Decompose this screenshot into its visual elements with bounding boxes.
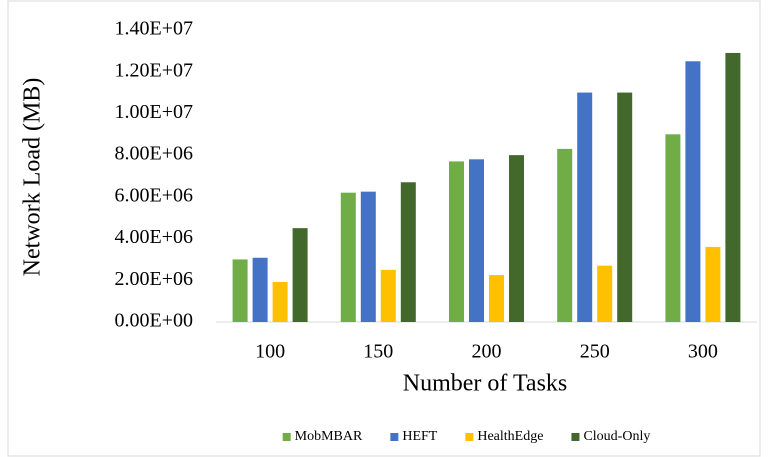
legend-swatch xyxy=(282,433,291,441)
y-tick-label: 1.00E+07 xyxy=(115,101,194,123)
bar xyxy=(577,92,593,322)
y-tick-label: 8.00E+06 xyxy=(115,143,194,165)
bar xyxy=(705,246,721,322)
legend-swatch xyxy=(571,433,580,441)
y-tick-label: 4.00E+06 xyxy=(115,226,194,248)
legend-label: HealthEdge xyxy=(477,429,543,444)
x-tick-label: 150 xyxy=(363,341,393,363)
bar xyxy=(469,159,484,322)
bar xyxy=(340,192,356,322)
legend-swatch xyxy=(465,433,474,441)
legend-label: HEFT xyxy=(402,429,437,444)
bar xyxy=(360,191,376,322)
y-tick-label: 2.00E+06 xyxy=(115,268,194,290)
bar xyxy=(597,265,613,322)
legend-swatch xyxy=(390,433,399,441)
chart-frame xyxy=(7,0,761,457)
bar xyxy=(665,134,681,322)
x-axis-title: Number of Tasks xyxy=(403,371,568,397)
bar xyxy=(725,52,741,322)
y-tick-label: 6.00E+06 xyxy=(115,184,194,206)
x-tick-label: 300 xyxy=(688,341,718,363)
x-tick-label: 250 xyxy=(580,341,610,363)
bar xyxy=(252,257,268,322)
y-tick-label: 1.40E+07 xyxy=(115,18,194,40)
bar xyxy=(557,148,573,322)
bar xyxy=(617,92,633,322)
bar xyxy=(400,182,416,322)
bar xyxy=(449,161,464,322)
bar xyxy=(489,275,504,322)
x-tick-label: 200 xyxy=(472,341,502,363)
bar xyxy=(292,228,308,322)
bar xyxy=(380,269,396,322)
legend-label: Cloud-Only xyxy=(583,429,650,444)
y-axis-title: Network Load (MB) xyxy=(20,78,46,277)
y-tick-label: 0.00E+00 xyxy=(115,310,194,332)
bar xyxy=(685,61,701,323)
y-tick-label: 1.20E+07 xyxy=(115,59,194,81)
legend-label: MobMBAR xyxy=(295,429,363,444)
bar xyxy=(232,259,248,322)
bar xyxy=(272,281,288,322)
x-tick-label: 100 xyxy=(255,341,285,363)
bar xyxy=(509,155,524,322)
